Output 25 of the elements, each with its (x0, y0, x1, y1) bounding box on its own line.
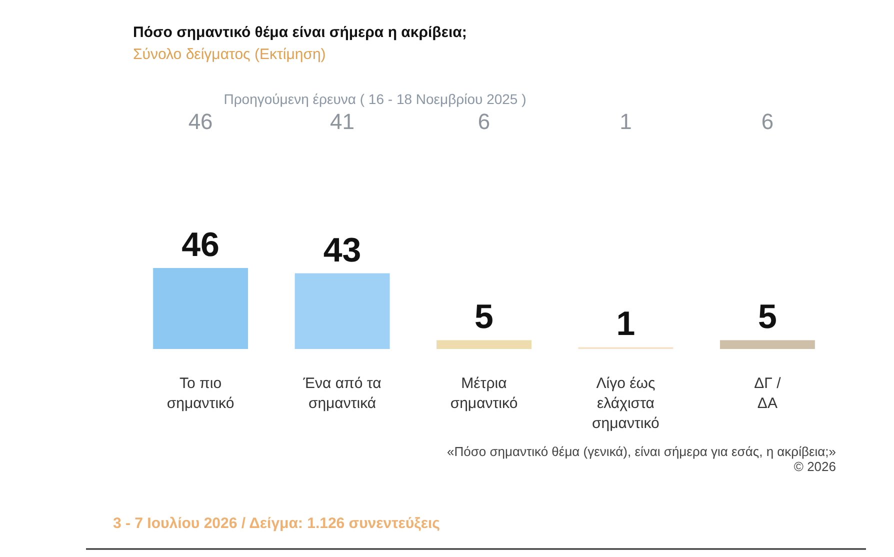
data-label: 5 (474, 298, 494, 336)
bar (436, 340, 532, 349)
bar (153, 268, 248, 349)
text: © 2026 (794, 459, 836, 474)
text: «Πόσο σημαντικό θέμα (γενικά), είναι σήμερα για εσάς, η ακρίβεια;» (446, 444, 836, 459)
x-tick-label: Ένα από τα σημαντικά (302, 375, 382, 412)
x-tick-label: ΔΓ / ΔΑ (754, 375, 782, 412)
text: 3 - 7 Ιουλίου 2026 / Δείγμα: 1.126 συνεντεύξεις (113, 515, 440, 532)
data-label: 1 (616, 305, 636, 344)
text: 41 (330, 109, 355, 134)
text: 46 (188, 109, 213, 134)
x-tick-label: Λίγο έως ελάχιστα σημαντικό (592, 375, 660, 432)
text: 1 (620, 109, 632, 134)
chart-title: Πόσο σημαντικό θέμα είναι σήμερα η ακρίβεια; (133, 24, 467, 41)
bar (294, 273, 390, 349)
data-label: 43 (323, 231, 362, 270)
x-tick-label: Το πιο σημαντικό (166, 375, 234, 412)
chart-subtitle: Σύνολο δείγματος (Εκτίμηση) (133, 46, 326, 63)
x-tick-label: Μέτρια σημαντικό (450, 375, 518, 412)
text: 6 (478, 109, 490, 134)
text: 6 (761, 109, 774, 134)
data-label: 46 (182, 226, 220, 264)
data-label: 5 (758, 298, 777, 336)
bar (720, 340, 815, 349)
text: Προηγούμενη έρευνα ( 16 - 18 Νοεμβρίου 2025 ) (224, 91, 526, 107)
